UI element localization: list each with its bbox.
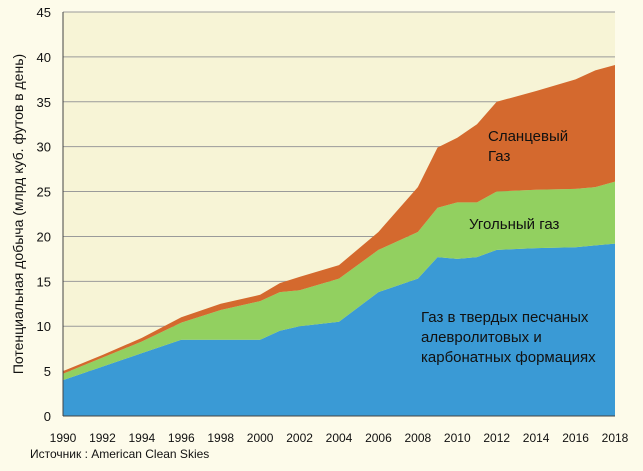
tight-gas-label-line2: алевролитовых и xyxy=(421,329,542,346)
x-tick-label-1996: 1996 xyxy=(168,431,195,445)
area-series-1 xyxy=(63,181,615,381)
area-series xyxy=(63,64,615,416)
coalbed-gas-label: Угольный газ xyxy=(469,216,560,233)
y-tick-label-5: 5 xyxy=(44,364,51,379)
source-note: Источник : American Clean Skies xyxy=(30,447,209,461)
x-tick-label-2006: 2006 xyxy=(365,431,392,445)
x-tick-label-2018: 2018 xyxy=(602,431,629,445)
y-tick-label-20: 20 xyxy=(37,229,51,244)
x-tick-label-1992: 1992 xyxy=(89,431,116,445)
y-tick-label-30: 30 xyxy=(37,140,51,155)
x-tick-label-1990: 1990 xyxy=(50,431,77,445)
x-tick-label-2004: 2004 xyxy=(326,431,353,445)
x-tick-label-1998: 1998 xyxy=(207,431,234,445)
y-axis-title: Потенциальная добыча (млрд куб. футов в … xyxy=(10,54,26,374)
y-tick-label-35: 35 xyxy=(37,95,51,110)
y-tick-label-0: 0 xyxy=(44,409,51,424)
x-tick-label-2016: 2016 xyxy=(562,431,589,445)
y-tick-label-45: 45 xyxy=(37,5,51,20)
axes xyxy=(62,12,615,417)
tight-gas-label-line3: карбонатных формациях xyxy=(421,349,596,366)
tick-labels: 0 5 10 15 20 25 30 35 40 45 1990 1992 1994 1996 1998 20… xyxy=(37,5,629,445)
shale-gas-label-line1: Сланцевый xyxy=(488,128,568,145)
shale-gas-label-line2: Газ xyxy=(488,148,510,165)
x-tick-label-2014: 2014 xyxy=(523,431,550,445)
x-tick-label-2008: 2008 xyxy=(405,431,432,445)
tight-gas-label-line1: Газ в твердых песчаных xyxy=(421,309,589,326)
y-tick-label-10: 10 xyxy=(37,319,51,334)
x-tick-label-1994: 1994 xyxy=(129,431,156,445)
area-series-2 xyxy=(63,64,615,374)
area-series-0 xyxy=(63,243,615,416)
x-tick-label-2012: 2012 xyxy=(483,431,510,445)
y-tick-label-25: 25 xyxy=(37,185,51,200)
x-tick-label-2002: 2002 xyxy=(286,431,313,445)
x-tick-label-2000: 2000 xyxy=(247,431,274,445)
y-tick-label-15: 15 xyxy=(37,274,51,289)
y-tick-label-40: 40 xyxy=(37,50,51,65)
x-tick-label-2010: 2010 xyxy=(444,431,471,445)
